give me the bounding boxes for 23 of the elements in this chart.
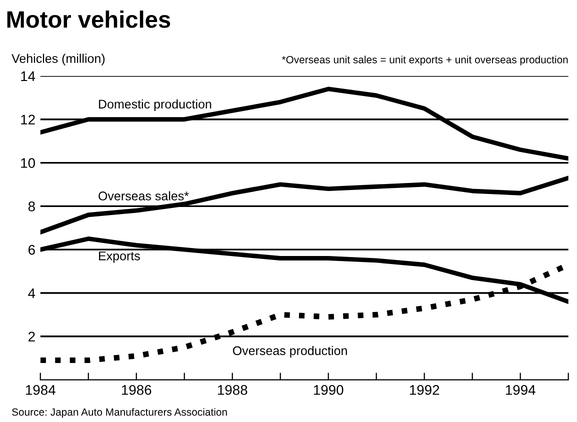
chart-title: Motor vehicles — [7, 10, 170, 28]
series-label: Overseas sales* — [98, 191, 189, 200]
series-label: Overseas production — [232, 346, 347, 358]
text: *Overseas unit sales = unit exports + unit overseas production — [282, 56, 568, 66]
y-tick-label: 14 — [21, 71, 36, 81]
y-tick-label: 2 — [28, 332, 35, 342]
line-series — [40, 86, 568, 161]
x-tick-label: 1988 — [218, 385, 248, 395]
source-note: Source: Japan Auto Manufacturers Association — [12, 408, 227, 418]
x-tick-label: 1984 — [26, 385, 56, 395]
y-tick-label: 10 — [21, 158, 35, 168]
series-label: Domestic production — [99, 99, 212, 112]
x-tick-label: 1994 — [506, 385, 536, 395]
y-tick-label: 4 — [28, 288, 36, 298]
x-tick-label: 1986 — [122, 385, 152, 395]
line-series — [40, 176, 568, 234]
y-tick-label: 6 — [28, 244, 35, 255]
x-tick-label: 1992 — [410, 385, 440, 395]
y-axis-title: Vehicles (million) — [12, 54, 105, 66]
y-tick-label: 8 — [28, 202, 35, 212]
series-label: Exports — [99, 252, 140, 263]
x-tick-label: 1990 — [314, 385, 344, 395]
y-tick-label: 12 — [21, 114, 35, 124]
